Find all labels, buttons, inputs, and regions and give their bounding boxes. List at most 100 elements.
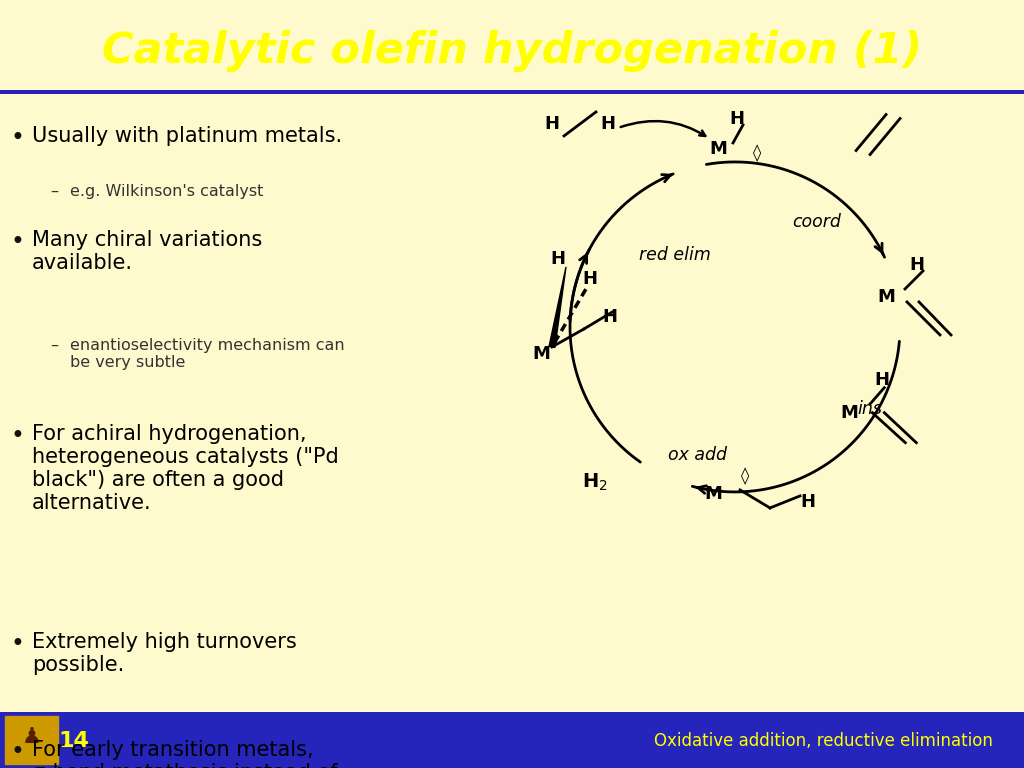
- Bar: [0, 91, 1024, 93]
- Bar: [0, 91, 1024, 92]
- Bar: [0, 91, 1024, 93]
- Text: H: H: [545, 115, 559, 133]
- Text: 14: 14: [58, 731, 89, 751]
- Bar: [0, 91, 1024, 93]
- Bar: [0, 91, 1024, 92]
- Bar: [0, 91, 1024, 93]
- Text: M: M: [878, 288, 895, 306]
- Bar: [0, 91, 1024, 92]
- Bar: [0, 91, 1024, 93]
- Bar: [0, 92, 1024, 94]
- Bar: [0, 92, 1024, 94]
- Bar: [0, 91, 1024, 93]
- Bar: [0, 91, 1024, 93]
- Bar: [0, 91, 1024, 92]
- Text: For achiral hydrogenation,
heterogeneous catalysts ("Pd
black") are often a good: For achiral hydrogenation, heterogeneous…: [32, 424, 339, 513]
- Text: •: •: [10, 632, 24, 656]
- Bar: [0, 91, 1024, 92]
- Bar: [0, 92, 1024, 94]
- Bar: [0, 92, 1024, 94]
- Text: Extremely high turnovers
possible.: Extremely high turnovers possible.: [32, 632, 297, 675]
- Bar: [0, 92, 1024, 94]
- Bar: [0, 91, 1024, 93]
- Text: ins: ins: [857, 400, 883, 418]
- Text: Catalytic olefin hydrogenation (1): Catalytic olefin hydrogenation (1): [102, 30, 922, 71]
- Text: Many chiral variations
available.: Many chiral variations available.: [32, 230, 262, 273]
- Text: red elim: red elim: [639, 246, 711, 264]
- Text: enantioselectivity mechanism can
be very subtle: enantioselectivity mechanism can be very…: [70, 338, 345, 370]
- Text: H: H: [874, 371, 890, 389]
- Bar: [0, 91, 1024, 92]
- Bar: [5, 716, 58, 764]
- Bar: [0, 91, 1024, 92]
- Bar: [0, 91, 1024, 93]
- Bar: [0, 91, 1024, 93]
- Bar: [0, 92, 1024, 94]
- Bar: [0, 91, 1024, 92]
- Bar: [0, 91, 1024, 93]
- Text: H: H: [583, 270, 597, 288]
- Bar: [0, 91, 1024, 93]
- Bar: [0, 91, 1024, 92]
- Bar: [0, 92, 1024, 94]
- Bar: [0, 91, 1024, 93]
- Bar: [0, 92, 1024, 94]
- Bar: [0, 91, 1024, 93]
- Bar: [0, 91, 1024, 93]
- Bar: [0, 91, 1024, 93]
- Text: H: H: [551, 250, 565, 268]
- Bar: [0, 92, 1024, 94]
- Polygon shape: [549, 267, 566, 347]
- Bar: [0, 91, 1024, 92]
- Bar: [0, 91, 1024, 93]
- Text: H: H: [801, 493, 815, 511]
- Text: •: •: [10, 230, 24, 253]
- Bar: [0, 92, 1024, 94]
- Text: M: M: [710, 140, 727, 158]
- Bar: [0, 91, 1024, 93]
- Bar: [0, 91, 1024, 92]
- Bar: [0, 91, 1024, 92]
- Bar: [0, 91, 1024, 92]
- Bar: [0, 91, 1024, 94]
- Bar: [0, 91, 1024, 93]
- Bar: [0, 92, 1024, 94]
- Bar: [0, 91, 1024, 93]
- Text: e.g. Wilkinson's catalyst: e.g. Wilkinson's catalyst: [70, 184, 263, 199]
- Bar: [0, 91, 1024, 93]
- Bar: [0, 92, 1024, 94]
- Bar: [0, 92, 1024, 94]
- Bar: [0, 91, 1024, 93]
- Text: H: H: [909, 256, 925, 274]
- Text: •: •: [10, 126, 24, 150]
- Text: M: M: [841, 404, 858, 422]
- Text: H$_2$: H$_2$: [582, 472, 607, 492]
- Bar: [0, 91, 1024, 93]
- Text: Oxidative addition, reductive elimination: Oxidative addition, reductive eliminatio…: [654, 732, 993, 750]
- Text: •: •: [10, 424, 24, 448]
- Text: –: –: [50, 184, 58, 199]
- Bar: [0, 91, 1024, 93]
- Text: Usually with platinum metals.: Usually with platinum metals.: [32, 126, 342, 146]
- Text: M: M: [532, 345, 550, 363]
- Text: coord: coord: [793, 213, 842, 231]
- Text: ◊: ◊: [741, 467, 750, 485]
- Bar: [0, 91, 1024, 93]
- Text: –: –: [50, 338, 58, 353]
- Text: ♟: ♟: [22, 727, 42, 747]
- Text: H: H: [729, 110, 744, 128]
- Text: •: •: [10, 740, 24, 763]
- Text: For early transition metals,
σ-bond metathesis instead of
oxidative addition.: For early transition metals, σ-bond meta…: [32, 740, 338, 768]
- Text: ◊: ◊: [753, 144, 761, 162]
- Text: M: M: [705, 485, 722, 503]
- Bar: [0, 91, 1024, 93]
- Text: H: H: [602, 308, 617, 326]
- Text: ox add: ox add: [668, 446, 726, 464]
- Bar: [0, 92, 1024, 94]
- Bar: [0, 91, 1024, 93]
- Bar: [0, 91, 1024, 92]
- Text: H: H: [600, 115, 615, 133]
- Bar: [0, 91, 1024, 93]
- Bar: [0, 91, 1024, 93]
- Bar: [0, 91, 1024, 93]
